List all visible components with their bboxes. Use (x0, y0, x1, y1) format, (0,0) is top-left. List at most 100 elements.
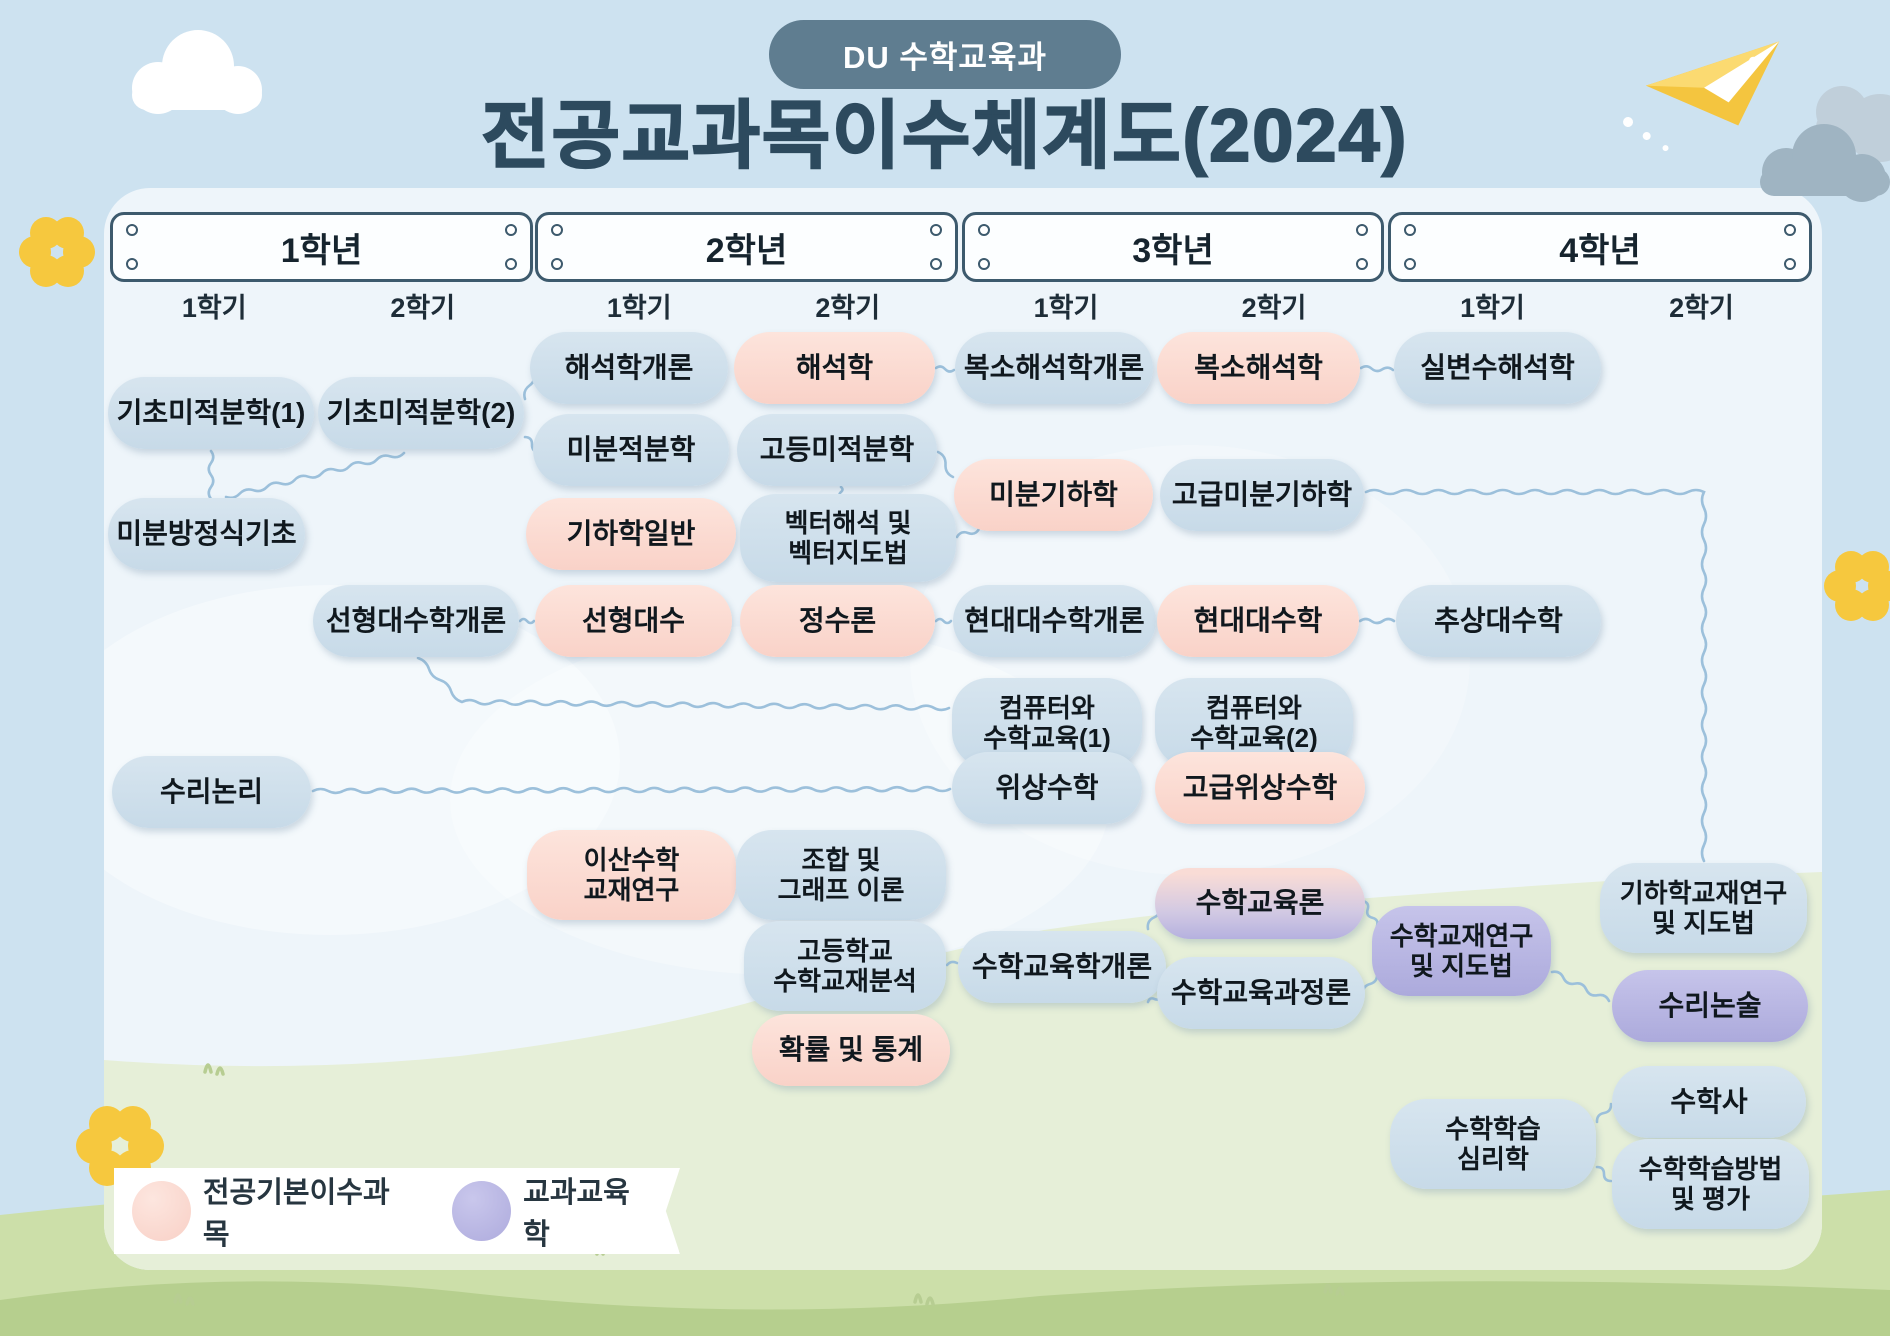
course-label: 수학교육론 (1195, 887, 1325, 919)
course-label: 기초미적분학(1) (116, 396, 306, 428)
course-label: 심리학 (1457, 1144, 1529, 1174)
course-label: 미분방정식기초 (116, 517, 297, 549)
course-basic-calc-2: 기초미적분학(2) (318, 377, 524, 449)
course-label: 수학교육과정론 (1170, 976, 1352, 1008)
course-label: 고급위상수학 (1182, 771, 1338, 803)
course-label: 고등미적분학 (759, 433, 915, 465)
course-label: 수학교육(1) (983, 723, 1111, 753)
course-label: 해석학개론 (564, 351, 694, 383)
course-hs-textbook-analysis: 고등학교 수학교재분석 (744, 921, 946, 1011)
course-intro-complex-analysis: 복소해석학개론 (955, 332, 1153, 404)
semester-label: 1학기 (181, 293, 247, 323)
course-textbook-research: 수학교재연구 및 지도법 (1372, 906, 1551, 996)
semester-label: 1학기 (606, 293, 672, 323)
course-label: 선형대수 (581, 604, 686, 636)
course-label: 벡터해석 및 (784, 507, 912, 538)
rivet-icon (1404, 224, 1416, 236)
course-label: 수학학습방법 (1638, 1153, 1783, 1184)
course-basic-calc-1: 기초미적분학(1) (108, 377, 314, 449)
course-math-learning-methods: 수학학습방법 및 평가 (1612, 1139, 1809, 1229)
rivet-icon (1356, 258, 1368, 270)
course-label: 및 지도법 (1652, 908, 1755, 938)
major-basic-swatch-icon (132, 1181, 191, 1241)
course-analysis: 해석학 (734, 332, 935, 404)
course-math-essay: 수리논술 (1612, 970, 1808, 1042)
rivet-icon (126, 258, 138, 270)
course-advanced-calculus: 고등미적분학 (737, 414, 937, 486)
course-label: 및 지도법 (1410, 951, 1513, 981)
course-label: 수학학습 (1445, 1113, 1541, 1144)
course-probability-statistics: 확률 및 통계 (752, 1014, 950, 1086)
rivet-icon (1784, 224, 1796, 236)
year-header-4: 4학년 (1388, 212, 1812, 282)
course-differential-integral-calculus: 미분적분학 (533, 414, 729, 486)
course-complex-analysis: 복소해석학 (1157, 332, 1360, 404)
course-topology: 위상수학 (952, 752, 1142, 824)
course-label: 고급미분기하학 (1171, 478, 1353, 510)
course-label: 그래프 이론 (777, 875, 905, 905)
page-title: 전공교과목이수체계도(2024) (481, 93, 1409, 178)
pedagogy-swatch-icon (452, 1181, 512, 1241)
semester-label: 1학기 (1460, 293, 1525, 323)
year-header-2: 2학년 (535, 212, 958, 282)
rivet-icon (930, 258, 942, 270)
course-label: 확률 및 통계 (778, 1033, 924, 1065)
rivet-icon (126, 224, 138, 236)
course-label: 미분기하학 (989, 478, 1118, 510)
rivet-icon (978, 224, 990, 236)
rivet-icon (551, 224, 563, 236)
course-modern-algebra: 현대대수학 (1157, 585, 1359, 657)
course-number-theory: 정수론 (740, 585, 935, 657)
course-label: 위상수학 (995, 771, 1099, 803)
course-label: 복소해석학 (1194, 351, 1323, 383)
department-badge: DU 수학교육과 (769, 20, 1121, 89)
course-label: 및 평가 (1671, 1184, 1750, 1214)
rivet-icon (978, 258, 990, 270)
course-label: 현대대수학 (1193, 604, 1323, 636)
legend: 전공기본이수과목 교과교육학 (114, 1168, 680, 1254)
legend-item-pedagogy: 교과교육학 (452, 1169, 654, 1253)
semester-label: 2학기 (1241, 293, 1307, 323)
course-label: 기초미적분학(2) (326, 396, 516, 428)
rivet-icon (505, 258, 517, 270)
year-header-3: 3학년 (962, 212, 1384, 282)
year-label: 4학년 (1559, 231, 1641, 270)
course-combinatorics-graph: 조합 및 그래프 이론 (736, 830, 946, 920)
rivet-icon (1404, 258, 1416, 270)
year-label: 3학년 (1132, 231, 1214, 270)
course-advanced-differential-geometry: 고급미분기하학 (1160, 459, 1364, 531)
course-history-of-math: 수학사 (1612, 1066, 1806, 1138)
year-header-1: 1학년 (110, 212, 533, 282)
course-differential-geometry: 미분기하학 (954, 459, 1153, 531)
course-label: 기하학교재연구 (1619, 877, 1788, 908)
semester-label: 2학기 (390, 293, 456, 323)
rivet-icon (551, 258, 563, 270)
semester-labels-year-3: 1학기 2학기 (962, 286, 1378, 323)
legend-label: 전공기본이수과목 (202, 1177, 390, 1251)
semester-label: 2학기 (815, 293, 881, 323)
rivet-icon (1356, 224, 1368, 236)
semester-labels-year-4: 1학기 2학기 (1388, 286, 1806, 323)
year-label: 1학년 (280, 231, 363, 270)
course-geometry-textbook-research: 기하학교재연구 및 지도법 (1600, 863, 1807, 953)
course-label: 기하학일반 (566, 517, 696, 549)
course-math-education-theory: 수학교육론 (1155, 868, 1365, 939)
course-real-variable-analysis: 실변수해석학 (1394, 332, 1601, 404)
course-label: 추상대수학 (1434, 604, 1563, 636)
semester-labels-year-2: 1학기 2학기 (535, 286, 952, 323)
rivet-icon (505, 224, 517, 236)
rivet-icon (930, 224, 942, 236)
course-label: 조합 및 (801, 844, 881, 875)
course-intro-linear-algebra: 선형대수학개론 (313, 585, 519, 657)
legend-item-major-basic: 전공기본이수과목 (132, 1169, 412, 1253)
course-label: 현대대수학개론 (964, 604, 1145, 636)
course-label: 수학교육학개론 (971, 950, 1153, 982)
course-label: 컴퓨터와 (1206, 692, 1302, 723)
course-label: 수학교재분석 (773, 966, 917, 996)
semester-label: 1학기 (1033, 293, 1099, 323)
course-label: 실변수해석학 (1420, 351, 1575, 383)
course-linear-algebra: 선형대수 (535, 585, 732, 657)
course-label: 해석학 (795, 351, 874, 383)
course-label: 수리논술 (1658, 989, 1762, 1021)
